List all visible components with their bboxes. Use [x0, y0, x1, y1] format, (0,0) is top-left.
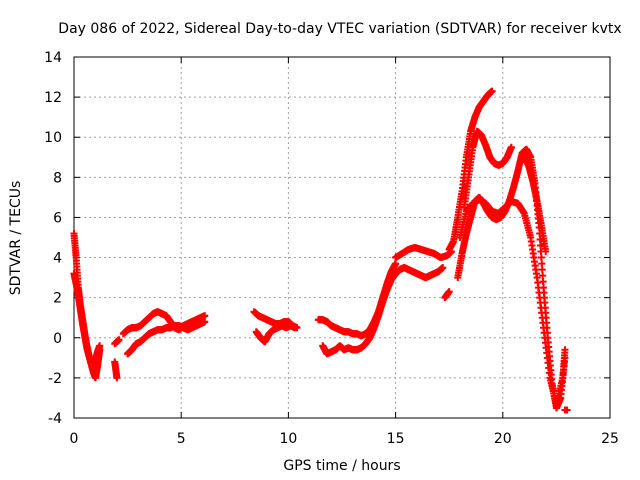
- data-points: [70, 87, 571, 414]
- data-point: [538, 260, 546, 268]
- y-tick-labels: -4 -2 0 2 4 6 8 10 12 14: [44, 50, 62, 427]
- series-sat-b: [70, 270, 104, 368]
- y-tick-label: 4: [53, 251, 62, 267]
- series-sat-h: [252, 322, 299, 346]
- series-sat-r: [561, 406, 571, 414]
- data-point: [488, 87, 496, 95]
- axis-ticks: [73, 56, 611, 419]
- y-tick-label: 0: [53, 331, 62, 347]
- series-sat-k: [392, 244, 455, 262]
- y-tick-label: 10: [44, 130, 62, 146]
- data-point: [291, 324, 299, 332]
- series-sat-c: [111, 358, 121, 382]
- data-point: [536, 236, 544, 244]
- y-tick-label: 8: [53, 170, 62, 186]
- data-point: [201, 318, 209, 326]
- data-point: [539, 272, 547, 280]
- y-tick-label: 12: [44, 90, 62, 106]
- x-tick-label: 15: [387, 431, 405, 447]
- y-tick-label: 2: [53, 291, 62, 307]
- data-point: [507, 143, 515, 151]
- x-tick-labels: 0 5 10 15 20 25: [70, 431, 619, 447]
- series-sat-n: [460, 127, 515, 211]
- series-sat-l: [441, 288, 453, 302]
- chart-title: Day 086 of 2022, Sidereal Day-to-day VTE…: [58, 21, 621, 37]
- series-sat-j: [319, 264, 447, 358]
- series-sat-f: [124, 318, 209, 358]
- series-sat-e: [119, 308, 209, 338]
- data-point: [96, 342, 104, 350]
- data-point: [115, 336, 123, 344]
- data-point: [113, 374, 121, 382]
- data-point: [201, 312, 209, 320]
- x-axis-label: GPS time / hours: [283, 458, 400, 474]
- grid: [74, 57, 610, 418]
- data-point: [538, 266, 546, 274]
- data-point: [542, 248, 550, 256]
- y-axis-label: SDTVAR / TECUs: [8, 181, 24, 296]
- x-tick-label: 25: [601, 431, 619, 447]
- x-tick-label: 5: [177, 431, 186, 447]
- x-tick-label: 20: [494, 431, 512, 447]
- series-sat-d: [111, 336, 123, 348]
- data-point: [537, 254, 545, 262]
- y-tick-label: 14: [44, 50, 62, 66]
- x-tick-label: 10: [279, 431, 297, 447]
- data-point: [539, 278, 547, 286]
- y-tick-label: 6: [53, 210, 62, 226]
- data-point: [563, 406, 571, 414]
- series-sat-o: [454, 145, 569, 412]
- series-sat-m: [445, 87, 496, 254]
- data-point: [439, 264, 447, 272]
- data-point: [561, 346, 569, 354]
- y-tick-label: -4: [48, 411, 62, 427]
- data-point: [392, 260, 400, 268]
- y-tick-label: -2: [48, 371, 62, 387]
- series-sat-q: [520, 153, 550, 256]
- data-point: [445, 288, 453, 296]
- series-sat-p: [456, 195, 569, 408]
- x-tick-label: 0: [70, 431, 79, 447]
